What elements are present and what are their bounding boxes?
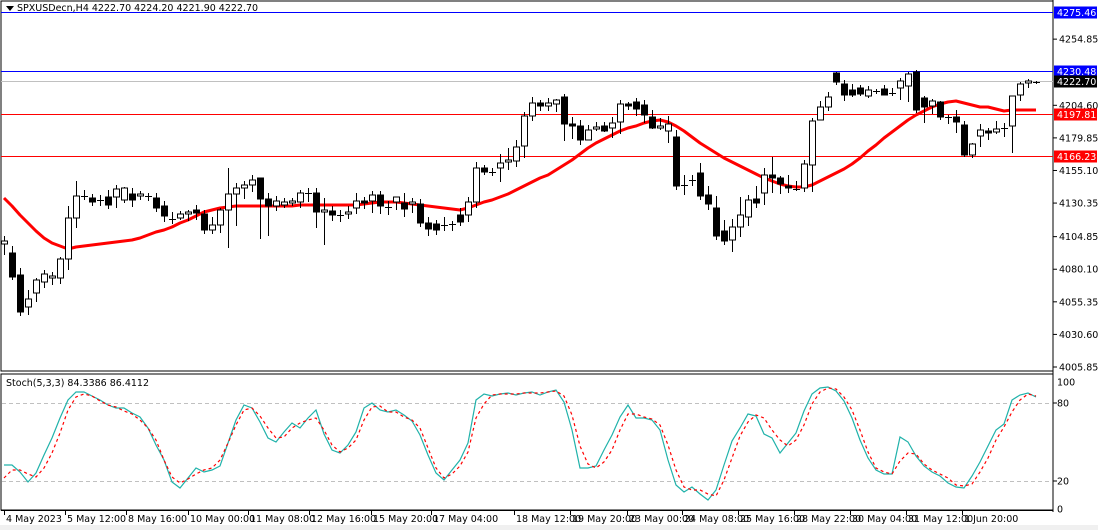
time-tick-label: 11 May 08:00 xyxy=(250,514,315,525)
price-axis[interactable]: 4254.85 4204.60 4179.85 4155.10 4130.35 4104.… xyxy=(1053,6,1098,374)
price-tick-label: 4005.85 xyxy=(1059,363,1098,374)
time-tick-label: 8 May 16:00 xyxy=(128,514,187,525)
time-tick-label: 1 Jun 20:00 xyxy=(964,514,1018,525)
time-tick-label: 15 May 20:00 xyxy=(373,514,438,525)
candlesticks xyxy=(1,70,1040,316)
time-axis[interactable]: 4 May 2023 5 May 12:00 8 May 16:00 10 May 0… xyxy=(1,510,1053,525)
time-tick-label: 24 May 08:00 xyxy=(684,514,749,525)
footer-strip xyxy=(0,525,1098,530)
price-tick-label: 4030.60 xyxy=(1059,330,1098,341)
price-tick-label: 4204.60 xyxy=(1059,101,1098,112)
price-tick-label: 4104.85 xyxy=(1059,232,1098,243)
time-tick-label: 10 May 00:00 xyxy=(190,514,255,525)
price-tag: 4166.23 xyxy=(1057,152,1096,163)
price-tick-label: 4130.35 xyxy=(1059,199,1098,210)
moving-average-line xyxy=(2,99,1036,251)
time-tick-label: 28 May 22:00 xyxy=(796,514,861,525)
chart-title: SPXUSDecn,H4 4222.70 4224.20 4221.90 422… xyxy=(6,3,258,14)
time-tick-label: 25 May 16:00 xyxy=(740,514,805,525)
stoch-level-label: 0 xyxy=(1057,505,1063,516)
stoch-axis: 100 80 20 0 xyxy=(1053,378,1075,516)
stoch-indicator-label: Stoch(5,3,3) 84.3386 86.4112 xyxy=(6,378,150,389)
time-tick-label: 17 May 04:00 xyxy=(433,514,498,525)
stoch-level-label: 20 xyxy=(1057,477,1069,488)
time-tick-label: 23 May 00:00 xyxy=(629,514,694,525)
price-tag: 4230.48 xyxy=(1057,67,1096,78)
collapse-triangle-icon[interactable] xyxy=(6,6,14,11)
time-tick-label: 12 May 16:00 xyxy=(311,514,376,525)
time-tick-label: 30 May 04:00 xyxy=(852,514,917,525)
price-tag: 4222.70 xyxy=(1057,77,1096,88)
symbol-and-ohlc: SPXUSDecn,H4 4222.70 4224.20 4221.90 422… xyxy=(17,3,259,14)
price-tick-label: 4179.85 xyxy=(1059,133,1098,144)
time-tick-label: 4 May 2023 xyxy=(6,514,62,525)
price-tag: 4275.46 xyxy=(1057,8,1096,19)
horizontal-lines[interactable] xyxy=(1,12,1053,157)
time-tick-label: 31 May 12:00 xyxy=(908,514,973,525)
stoch-panel[interactable] xyxy=(0,373,1054,511)
stoch-level-label: 100 xyxy=(1057,378,1075,389)
time-tick-label: 19 May 20:00 xyxy=(572,514,637,525)
stochastic-lines xyxy=(3,386,1037,501)
price-tick-label: 4080.10 xyxy=(1059,265,1098,276)
time-tick-label: 18 May 12:00 xyxy=(516,514,581,525)
stoch-level-label: 80 xyxy=(1057,399,1069,410)
price-tick-label: 4254.85 xyxy=(1059,35,1098,46)
price-tick-label: 4155.10 xyxy=(1059,166,1098,177)
time-tick-label: 5 May 12:00 xyxy=(67,514,126,525)
price-tick-label: 4055.35 xyxy=(1059,297,1098,308)
price-tag: 4197.81 xyxy=(1057,110,1096,121)
